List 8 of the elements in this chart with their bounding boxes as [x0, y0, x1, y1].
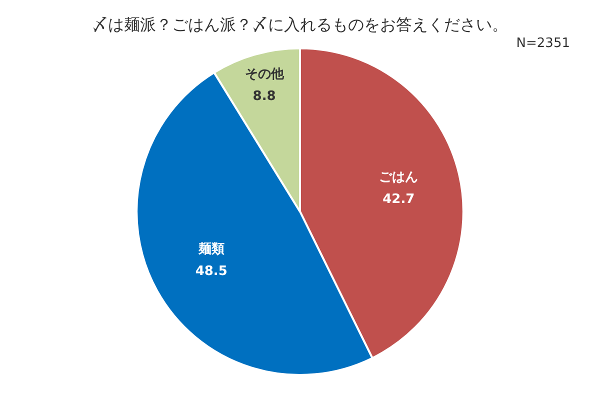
slice-label: その他: [244, 67, 285, 82]
slice-label: 麺類: [197, 242, 224, 258]
data-label: 48.5: [195, 264, 228, 280]
slice-label: ごはん: [379, 170, 418, 185]
data-label: 42.7: [382, 192, 415, 207]
text: N=2351: [516, 36, 570, 51]
data-label: 8.8: [252, 89, 276, 104]
chart-title: 〆は麺派？ごはん派？〆に入れるものをお答えください。: [92, 14, 508, 34]
